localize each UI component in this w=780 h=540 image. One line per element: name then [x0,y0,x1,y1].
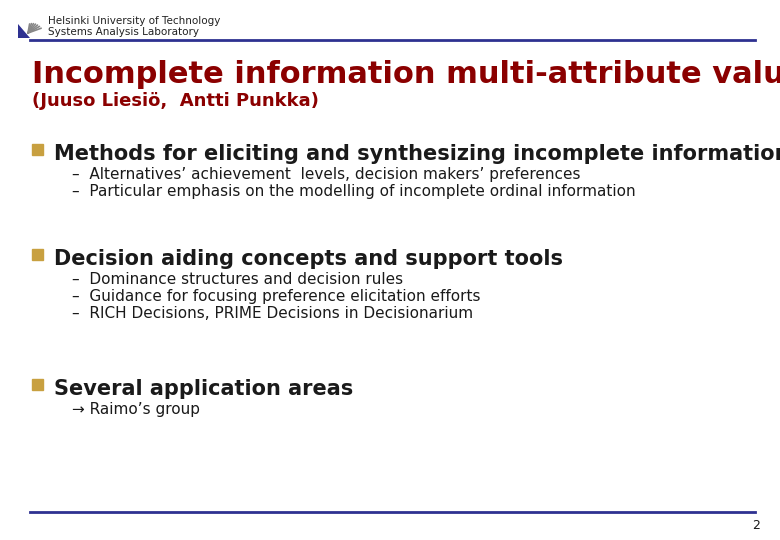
Bar [32,144,43,155]
Text: Decision aiding concepts and support tools: Decision aiding concepts and support too… [54,249,563,269]
Text: –  Alternatives’ achievement  levels, decision makers’ preferences: – Alternatives’ achievement levels, deci… [72,167,580,182]
Text: Systems Analysis Laboratory: Systems Analysis Laboratory [48,27,199,37]
Text: 2: 2 [752,519,760,532]
Text: –  Particular emphasis on the modelling of incomplete ordinal information: – Particular emphasis on the modelling o… [72,184,636,199]
Bar [32,379,43,390]
Text: –  Guidance for focusing preference elicitation efforts: – Guidance for focusing preference elici… [72,289,480,304]
Text: (Juuso Liesiö,  Antti Punkka): (Juuso Liesiö, Antti Punkka) [32,92,319,110]
Bar [32,249,43,260]
Text: Incomplete information multi-attribute value models: Incomplete information multi-attribute v… [32,60,780,89]
Text: –  RICH Decisions, PRIME Decisions in Decisionarium: – RICH Decisions, PRIME Decisions in Dec… [72,306,473,321]
Text: Methods for eliciting and synthesizing incomplete information: Methods for eliciting and synthesizing i… [54,144,780,164]
Text: Helsinki University of Technology: Helsinki University of Technology [48,16,221,26]
Text: Several application areas: Several application areas [54,379,353,399]
Polygon shape [18,24,30,38]
Text: → Raimo’s group: → Raimo’s group [72,402,200,417]
Text: –  Dominance structures and decision rules: – Dominance structures and decision rule… [72,272,403,287]
